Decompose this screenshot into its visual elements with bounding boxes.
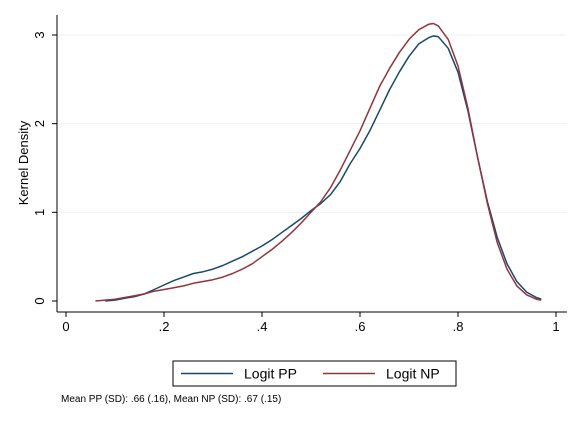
series-lines bbox=[95, 22, 542, 302]
legend-label-logit-pp: Logit PP bbox=[244, 366, 297, 382]
legend: Logit PP Logit NP bbox=[172, 360, 457, 387]
y-axis-title: Kernel Density bbox=[16, 120, 31, 205]
series-line-logit-pp bbox=[105, 35, 542, 302]
legend-label-logit-np: Logit NP bbox=[386, 366, 440, 382]
y-tick-label: 1 bbox=[32, 209, 47, 216]
y-tick-label: 3 bbox=[32, 31, 47, 38]
x-tick-label: .6 bbox=[355, 319, 366, 334]
x-tick-label: .4 bbox=[257, 319, 268, 334]
x-axis-ticks: 0 .2 .4 .6 .8 1 bbox=[62, 312, 560, 334]
x-tick-label: 0 bbox=[62, 319, 69, 334]
x-tick-label: .8 bbox=[453, 319, 464, 334]
x-tick-label: .2 bbox=[159, 319, 170, 334]
series-line-logit-np bbox=[95, 22, 542, 302]
x-tick-label: 1 bbox=[552, 319, 559, 334]
y-axis-ticks: 0 1 2 3 bbox=[32, 31, 57, 305]
y-tick-label: 2 bbox=[32, 120, 47, 127]
y-tick-label: 0 bbox=[32, 297, 47, 304]
grid-lines bbox=[57, 34, 567, 213]
chart-note: Mean PP (SD): .66 (.16), Mean NP (SD): .… bbox=[61, 394, 282, 405]
